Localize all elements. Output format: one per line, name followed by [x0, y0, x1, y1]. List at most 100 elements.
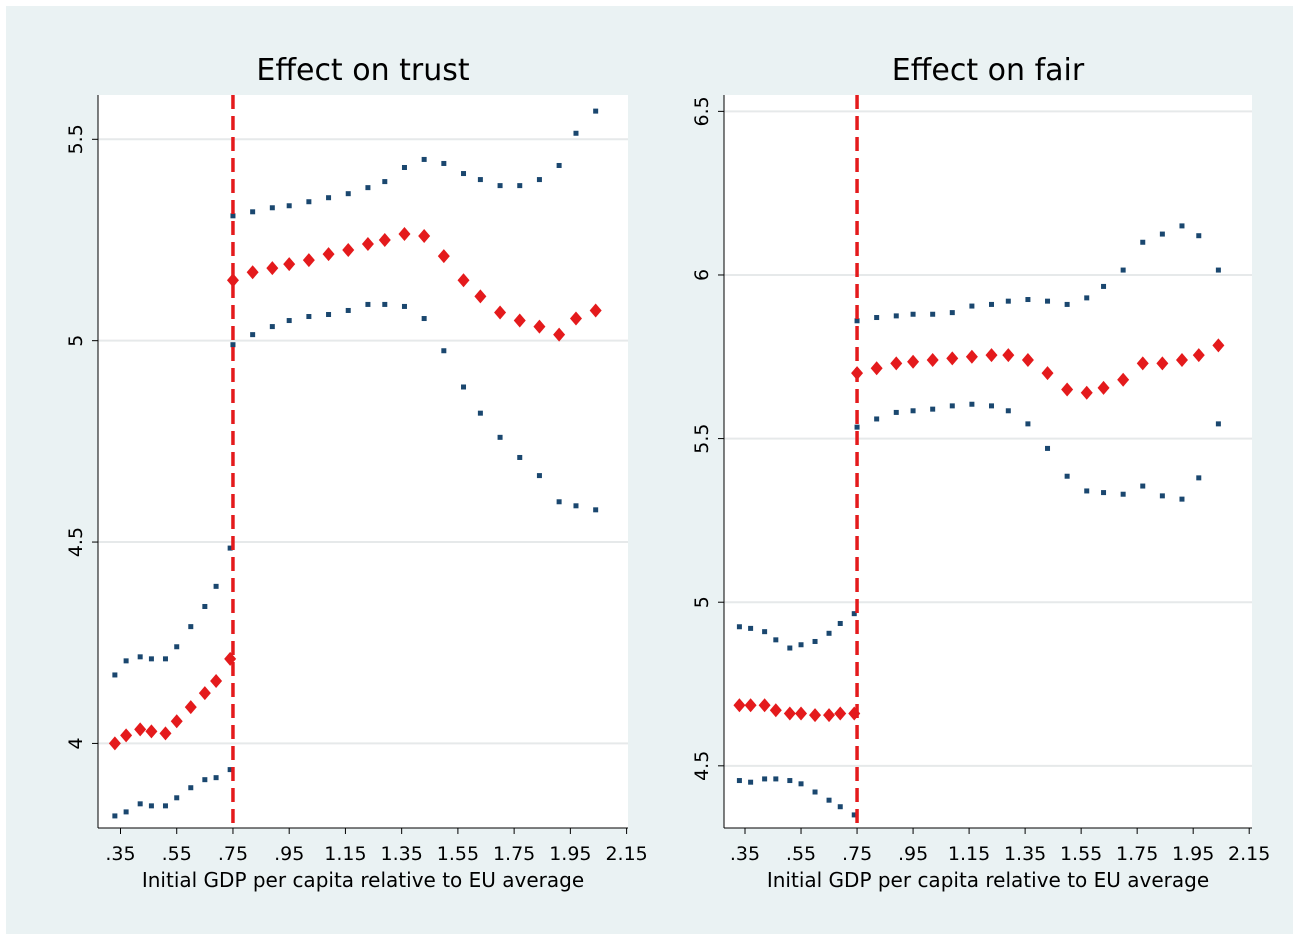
estimate-point [246, 265, 259, 280]
estimate-point [474, 289, 487, 304]
ci-point [826, 797, 832, 803]
ci-point [1159, 493, 1165, 499]
ci-point [536, 473, 542, 479]
ci-point [401, 303, 407, 309]
ci-point [556, 499, 562, 505]
ci-point [593, 108, 599, 114]
ci-point [174, 644, 180, 650]
estimate-point [1175, 353, 1188, 368]
plot-area [724, 95, 1252, 828]
ci-point [250, 332, 256, 338]
ci-point [188, 785, 194, 791]
ci-point [851, 812, 857, 818]
estimate-point [145, 724, 158, 739]
ci-point [1179, 496, 1185, 502]
ci-point [213, 583, 219, 589]
ci-point [930, 406, 936, 412]
ci-point [1215, 267, 1221, 273]
estimate-point [1136, 356, 1149, 371]
ci-point [854, 318, 860, 324]
ci-point [269, 324, 275, 330]
x-tick-label: .55 [162, 843, 192, 865]
estimate-point [733, 698, 746, 713]
estimate-point [1212, 338, 1225, 353]
estimate-point [398, 226, 411, 241]
ci-point [1196, 233, 1202, 239]
estimate-point [513, 313, 526, 328]
ci-point [1120, 491, 1126, 497]
ci-point [421, 156, 427, 162]
ci-point [949, 310, 955, 316]
ci-point [1084, 488, 1090, 494]
ci-point [441, 160, 447, 166]
estimate-point [926, 353, 939, 368]
ci-point [188, 624, 194, 630]
ci-point [497, 183, 503, 189]
estimate-point [418, 228, 431, 243]
ci-point [112, 672, 118, 678]
estimate-point [795, 706, 808, 721]
estimate-point [1021, 353, 1034, 368]
ci-point [1064, 473, 1070, 479]
ci-point [213, 775, 219, 781]
ci-point [536, 177, 542, 183]
ci-point [230, 342, 236, 348]
ci-point [1120, 267, 1126, 273]
ci-point [382, 301, 388, 307]
estimate-point [342, 243, 355, 258]
ci-point [326, 195, 332, 201]
ci-point [748, 625, 754, 631]
ci-point [773, 637, 779, 643]
ci-point [798, 781, 804, 787]
estimate-point [985, 348, 998, 363]
estimate-point [965, 349, 978, 364]
ci-point [461, 384, 467, 390]
ci-point [401, 164, 407, 170]
x-tick-label: 1.15 [948, 843, 990, 865]
ci-point [787, 645, 793, 651]
ci-point [162, 656, 168, 662]
estimate-point [210, 673, 223, 688]
ci-point [1025, 421, 1031, 427]
ci-point [345, 307, 351, 313]
y-tick-label: 4 [65, 737, 87, 749]
ci-point [345, 191, 351, 197]
ci-point [812, 638, 818, 644]
x-tick-label: 2.15 [1228, 843, 1270, 865]
estimate-point [834, 706, 847, 721]
ci-point [137, 654, 143, 660]
ci-point [826, 630, 832, 636]
estimate-point [457, 273, 470, 288]
estimate-point [361, 237, 374, 252]
x-tick-label: .75 [218, 843, 248, 865]
estimate-point [744, 698, 757, 713]
estimate-point [1156, 356, 1169, 371]
ci-point [365, 301, 371, 307]
x-tick-label: 1.35 [1004, 843, 1046, 865]
estimate-point [769, 703, 782, 718]
estimate-point [266, 261, 279, 276]
x-tick-label: 1.15 [324, 843, 366, 865]
x-tick-label: 1.75 [1116, 843, 1158, 865]
ci-point [137, 801, 143, 807]
estimate-point [283, 257, 296, 272]
x-tick-label: .35 [105, 843, 135, 865]
x-tick-label: 1.55 [1060, 843, 1102, 865]
ci-point [306, 199, 312, 205]
ci-point [286, 318, 292, 324]
chart-title: Effect on trust [256, 53, 470, 88]
y-tick-label: 6.5 [691, 96, 713, 126]
ci-point [773, 776, 779, 782]
ci-point [269, 205, 275, 211]
estimate-point [1117, 372, 1130, 387]
x-tick-label: 2.15 [605, 843, 647, 865]
ci-point [874, 315, 880, 321]
estimate-point [120, 728, 133, 743]
ci-point [441, 348, 447, 354]
ci-point [893, 409, 899, 415]
y-tick-label: 5 [65, 335, 87, 347]
estimate-point [783, 706, 796, 721]
ci-point [910, 408, 916, 414]
ci-point [250, 209, 256, 215]
